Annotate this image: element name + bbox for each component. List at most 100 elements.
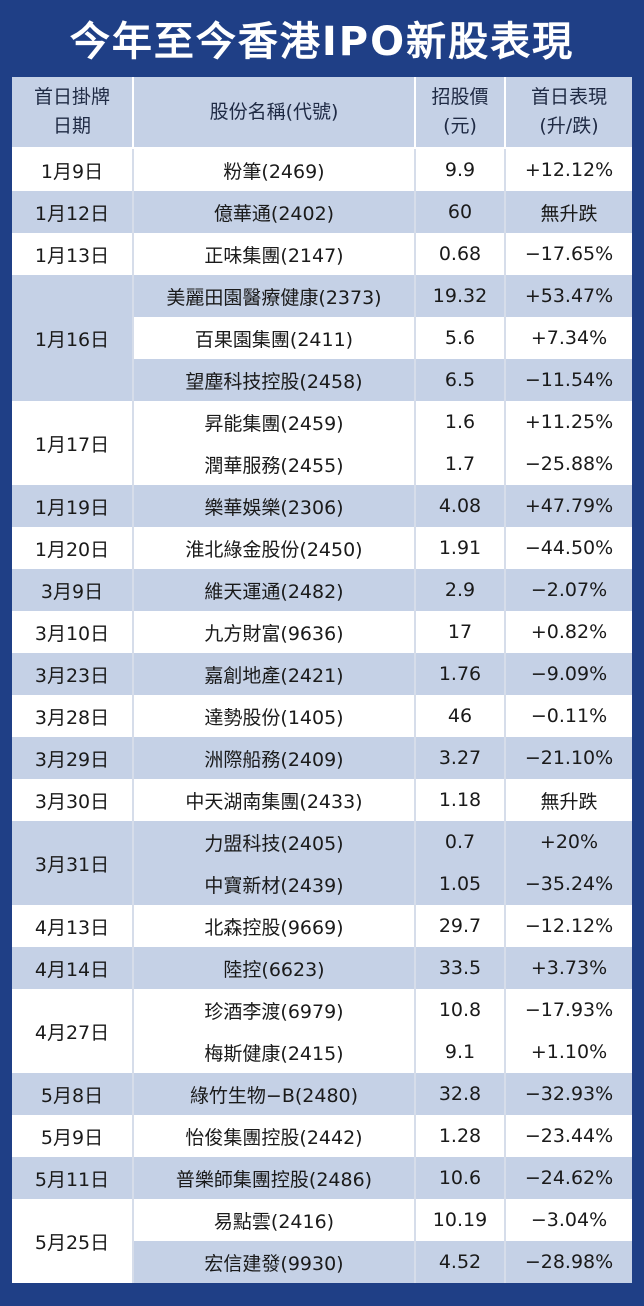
- offer-price-cell: 0.7: [415, 821, 506, 863]
- header-stock-name: 股份名稱(代號): [133, 77, 416, 149]
- performance-cell: +53.47%: [505, 275, 632, 317]
- table-row: 1月16日 美麗田園醫療健康(2373) 19.32 +53.47%: [12, 275, 632, 401]
- table-row: 梅斯健康(2415) 9.1 +1.10%: [12, 1031, 632, 1073]
- stock-name-cell: 陸控(6623): [133, 947, 416, 989]
- performance-cell: +0.82%: [505, 611, 632, 653]
- table-row: 中寶新材(2439) 1.05 −35.24%: [12, 863, 632, 905]
- offer-price-cell: 46: [415, 695, 506, 737]
- table-row: 3月30日 中天湖南集團(2433) 1.18 無升跌: [12, 779, 632, 821]
- listing-date-cell: 3月30日: [12, 779, 134, 821]
- offer-price-cell: 32.8: [415, 1073, 506, 1115]
- offer-price-cell: 1.6: [415, 401, 506, 443]
- stock-name-cell: 美麗田園醫療健康(2373): [133, 275, 416, 317]
- listing-date-cell: 5月11日: [12, 1157, 134, 1199]
- listing-date-cell: 3月10日: [12, 611, 134, 653]
- table-row: 百果園集團(2411) 5.6 +7.34%: [12, 317, 632, 359]
- offer-price-cell: 1.18: [415, 779, 506, 821]
- table-row: 1月20日 淮北綠金股份(2450) 1.91 −44.50%: [12, 527, 632, 569]
- offer-price-cell: 1.91: [415, 527, 506, 569]
- header-listing-date-line2: 日期: [52, 115, 91, 137]
- ipo-table: 首日掛牌日期 股份名稱(代號) 招股價 (元) 首日表現 (升/跌) 1月9日 粉筆…: [12, 77, 632, 1283]
- offer-price-cell: 1.7: [415, 443, 506, 485]
- stock-name-cell: 維天運通(2482): [133, 569, 416, 611]
- stock-name-cell: 億華通(2402): [133, 191, 416, 233]
- offer-price-cell: 0.68: [415, 233, 506, 275]
- listing-date-cell: 1月19日: [12, 485, 134, 527]
- performance-cell: −0.11%: [505, 695, 632, 737]
- table-row: 潤華服務(2455) 1.7 −25.88%: [12, 443, 632, 485]
- offer-price-cell: 19.32: [415, 275, 506, 317]
- stock-name-cell: 梅斯健康(2415): [133, 1031, 416, 1073]
- offer-price-cell: 4.52: [415, 1241, 506, 1283]
- performance-cell: +12.12%: [505, 148, 632, 191]
- performance-cell: +7.34%: [505, 317, 632, 359]
- stock-name-cell: 力盟科技(2405): [133, 821, 416, 863]
- table-row: 5月8日 綠竹生物−B(2480) 32.8 −32.93%: [12, 1073, 632, 1115]
- header-listing-date: 首日掛牌 日期: [12, 77, 134, 149]
- listing-date-cell: 1月12日: [12, 191, 134, 233]
- listing-date-cell: 3月31日: [12, 821, 134, 905]
- page-title: 今年至今香港IPO新股表現: [69, 19, 575, 65]
- offer-price-cell: 1.28: [415, 1115, 506, 1157]
- performance-cell: −9.09%: [505, 653, 632, 695]
- performance-cell: 無升跌: [505, 191, 632, 233]
- stock-name-cell: 嘉創地產(2421): [133, 653, 416, 695]
- stock-name-cell: 正味集團(2147): [133, 233, 416, 275]
- table-row: 望塵科技控股(2458) 6.5 −11.54%: [12, 359, 632, 401]
- offer-price-cell: 10.19: [415, 1199, 506, 1241]
- stock-name-cell: 粉筆(2469): [133, 148, 416, 191]
- stock-name-cell: 綠竹生物−B(2480): [133, 1073, 416, 1115]
- stock-name-cell: 百果園集團(2411): [133, 317, 416, 359]
- table-row: 3月29日 洲際船務(2409) 3.27 −21.10%: [12, 737, 632, 779]
- offer-price-cell: 9.9: [415, 148, 506, 191]
- offer-price-cell: 3.27: [415, 737, 506, 779]
- header-offer-price: 招股價 (元): [415, 77, 506, 149]
- stock-name-cell: 洲際船務(2409): [133, 737, 416, 779]
- table-row: 1月17日 昇能集團(2459) 1.6 +11.25%: [12, 401, 632, 485]
- listing-date-cell: 1月9日: [12, 148, 134, 191]
- table-row: 3月9日 維天運通(2482) 2.9 −2.07%: [12, 569, 632, 611]
- listing-date-cell: 1月13日: [12, 233, 134, 275]
- listing-date-cell: 3月29日: [12, 737, 134, 779]
- performance-cell: −35.24%: [505, 863, 632, 905]
- table-row: 1月9日 粉筆(2469) 9.9 +12.12%: [12, 148, 632, 191]
- header-listing-date-line1: 首日掛牌: [33, 86, 110, 108]
- listing-date-cell: 4月14日: [12, 947, 134, 989]
- stock-name-cell: 達勢股份(1405): [133, 695, 416, 737]
- performance-cell: −28.98%: [505, 1241, 632, 1283]
- table-row: 3月10日 九方財富(9636) 17 +0.82%: [12, 611, 632, 653]
- performance-cell: −17.93%: [505, 989, 632, 1031]
- stock-name-cell: 怡俊集團控股(2442): [133, 1115, 416, 1157]
- header-performance-line2: (升/跌): [539, 115, 599, 137]
- listing-date-cell: 5月25日: [12, 1199, 134, 1283]
- offer-price-cell: 6.5: [415, 359, 506, 401]
- performance-cell: +1.10%: [505, 1031, 632, 1073]
- table-row: 宏信建發(9930) 4.52 −28.98%: [12, 1241, 632, 1283]
- table-row: 4月14日 陸控(6623) 33.5 +3.73%: [12, 947, 632, 989]
- table-row: 3月28日 達勢股份(1405) 46 −0.11%: [12, 695, 632, 737]
- table-row: 5月25日 易點雲(2416) 10.19 −3.04%: [12, 1199, 632, 1283]
- offer-price-cell: 1.05: [415, 863, 506, 905]
- performance-cell: −25.88%: [505, 443, 632, 485]
- offer-price-cell: 2.9: [415, 569, 506, 611]
- performance-cell: −17.65%: [505, 233, 632, 275]
- performance-cell: +3.73%: [505, 947, 632, 989]
- performance-cell: −3.04%: [505, 1199, 632, 1241]
- listing-date-cell: 3月9日: [12, 569, 134, 611]
- performance-cell: −44.50%: [505, 527, 632, 569]
- table-row: 4月27日 珍酒李渡(6979) 10.8 −17.93%: [12, 989, 632, 1073]
- header-offer-price-line1: 招股價: [431, 86, 489, 108]
- stock-name-cell: 北森控股(9669): [133, 905, 416, 947]
- performance-cell: −32.93%: [505, 1073, 632, 1115]
- header-first-day-performance: 首日表現 (升/跌): [505, 77, 632, 149]
- table-row: 1月13日 正味集團(2147) 0.68 −17.65%: [12, 233, 632, 275]
- performance-cell: −21.10%: [505, 737, 632, 779]
- stock-name-cell: 潤華服務(2455): [133, 443, 416, 485]
- stock-name-cell: 昇能集團(2459): [133, 401, 416, 443]
- table-header-row: 首日掛牌日期 股份名稱(代號) 招股價 (元) 首日表現 (升/跌): [12, 77, 632, 149]
- offer-price-cell: 17: [415, 611, 506, 653]
- performance-cell: +11.25%: [505, 401, 632, 443]
- offer-price-cell: 33.5: [415, 947, 506, 989]
- header-offer-price-line2: (元): [443, 115, 477, 137]
